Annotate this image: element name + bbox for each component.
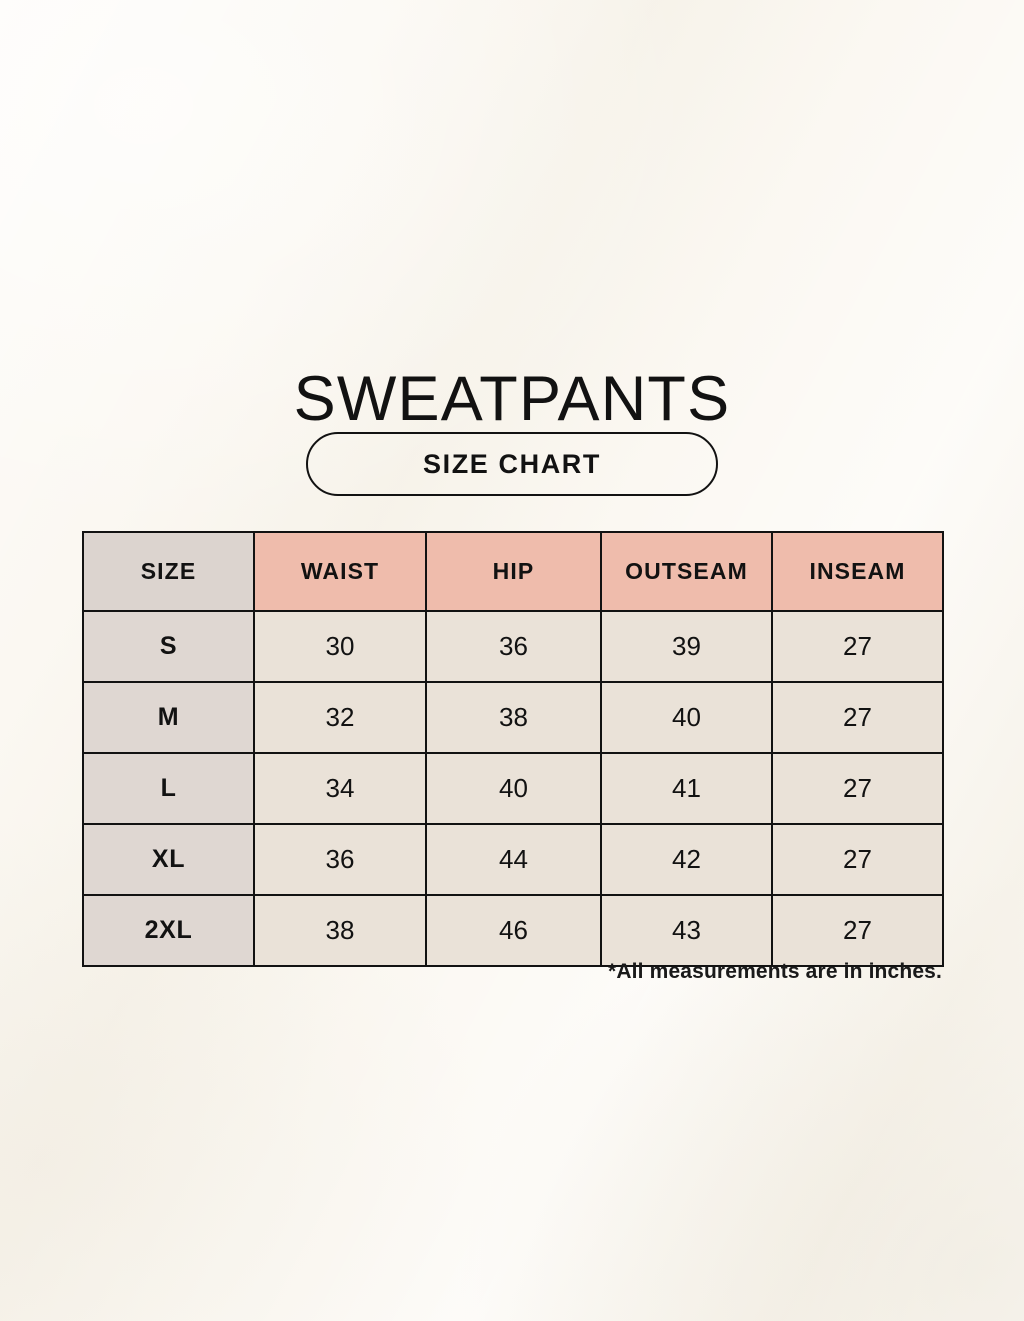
cell-hip: 40 [425, 752, 602, 825]
table-row: XL 36 44 42 27 [82, 823, 944, 896]
size-chart-table-container: SIZE WAIST HIP OUTSEAM INSEAM S 30 36 39… [82, 531, 944, 967]
cell-waist: 30 [253, 610, 427, 683]
size-chart-badge: SIZE CHART [306, 432, 718, 496]
cell-size: S [82, 610, 255, 683]
table-row: 2XL 38 46 43 27 [82, 894, 944, 967]
cell-size: XL [82, 823, 255, 896]
cell-outseam: 43 [600, 894, 773, 967]
cell-hip: 36 [425, 610, 602, 683]
cell-hip: 38 [425, 681, 602, 754]
table-row: L 34 40 41 27 [82, 752, 944, 825]
cell-waist: 36 [253, 823, 427, 896]
cell-size: L [82, 752, 255, 825]
table-header: SIZE WAIST HIP OUTSEAM INSEAM [82, 531, 944, 612]
cell-size: M [82, 681, 255, 754]
cell-hip: 46 [425, 894, 602, 967]
table-header-row: SIZE WAIST HIP OUTSEAM INSEAM [82, 531, 944, 612]
table-row: S 30 36 39 27 [82, 610, 944, 683]
column-header-size: SIZE [82, 531, 255, 612]
cell-outseam: 39 [600, 610, 773, 683]
measurement-units-note: *All measurements are in inches. [608, 960, 942, 983]
cell-inseam: 27 [771, 681, 944, 754]
page-title: SWEATPANTS [293, 364, 731, 435]
column-header-outseam: OUTSEAM [600, 531, 773, 612]
cell-inseam: 27 [771, 610, 944, 683]
column-header-waist: WAIST [253, 531, 427, 612]
size-chart-table: SIZE WAIST HIP OUTSEAM INSEAM S 30 36 39… [82, 531, 944, 967]
cell-inseam: 27 [771, 823, 944, 896]
cell-outseam: 42 [600, 823, 773, 896]
cell-waist: 38 [253, 894, 427, 967]
cell-inseam: 27 [771, 894, 944, 967]
table-row: M 32 38 40 27 [82, 681, 944, 754]
cell-hip: 44 [425, 823, 602, 896]
cell-outseam: 41 [600, 752, 773, 825]
cell-inseam: 27 [771, 752, 944, 825]
cell-size: 2XL [82, 894, 255, 967]
size-chart-badge-label: SIZE CHART [423, 448, 601, 479]
cell-waist: 32 [253, 681, 427, 754]
table-body: S 30 36 39 27 M 32 38 40 27 L 34 40 [82, 610, 944, 967]
cell-outseam: 40 [600, 681, 773, 754]
cell-waist: 34 [253, 752, 427, 825]
column-header-inseam: INSEAM [771, 531, 944, 612]
column-header-hip: HIP [425, 531, 602, 612]
